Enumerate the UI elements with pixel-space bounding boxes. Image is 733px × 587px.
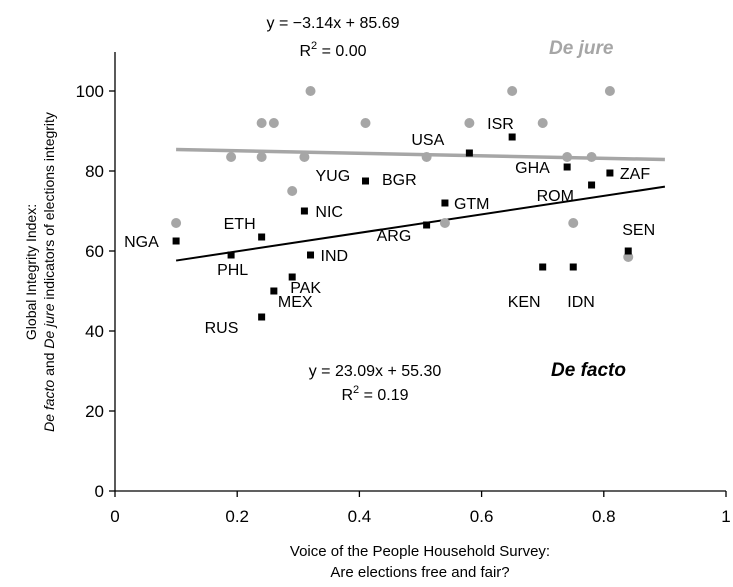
de-facto-trend-line — [175, 185, 666, 262]
de-facto-point — [606, 169, 614, 177]
trend-lines — [175, 147, 666, 262]
de-facto-point — [258, 313, 266, 321]
country-label-nic: NIC — [315, 204, 343, 221]
y-tick-label: 100 — [76, 82, 104, 101]
de-facto-r2-value: = 0.19 — [359, 387, 408, 404]
de-facto-point — [300, 207, 308, 215]
y-tick-label: 40 — [85, 322, 104, 341]
de-facto-point — [441, 199, 449, 207]
de-facto-point — [288, 273, 296, 281]
de-jure-r2-prefix: R — [299, 43, 311, 60]
x-tick-label: 1 — [721, 507, 730, 526]
y-axis-label-line1: Global Integrity Index: — [23, 204, 39, 340]
de-facto-point — [258, 233, 266, 241]
country-label-usa: USA — [411, 132, 444, 149]
de-facto-r2-prefix: R — [341, 387, 353, 404]
country-label-mex: MEX — [278, 294, 313, 311]
y-axis-label-rest: indicators of elections integrity — [41, 112, 57, 303]
de-jure-r2-sup: 2 — [311, 40, 317, 52]
country-label-rom: ROM — [537, 188, 574, 205]
y-ticks: 0 20 40 60 80 100 — [76, 82, 115, 501]
y-axis-label-and: and — [41, 349, 57, 380]
de-facto-point — [227, 251, 235, 259]
de-facto-point — [508, 133, 516, 141]
de-jure-point — [256, 118, 267, 128]
y-tick-label: 60 — [85, 242, 104, 261]
de-jure-point — [562, 152, 573, 162]
de-jure-point — [268, 118, 279, 128]
country-label-arg: ARG — [377, 228, 412, 245]
y-axis-label-defacto: De facto — [41, 380, 57, 432]
y-tick-label: 80 — [85, 162, 104, 181]
de-facto-point — [563, 163, 571, 171]
de-jure-point — [226, 152, 237, 162]
de-jure-point — [360, 118, 371, 128]
de-jure-point — [256, 152, 267, 162]
de-jure-series-label: De jure — [549, 38, 614, 59]
de-jure-point — [568, 218, 579, 228]
de-facto-point — [307, 251, 315, 259]
y-tick-label: 20 — [85, 402, 104, 421]
country-label-gha: GHA — [515, 160, 550, 177]
country-label-sen: SEN — [622, 222, 655, 239]
country-label-yug: YUG — [316, 168, 351, 185]
de-facto-point — [362, 177, 370, 185]
country-label-isr: ISR — [487, 116, 514, 133]
de-facto-point — [624, 247, 632, 255]
country-label-nga: NGA — [124, 234, 159, 251]
y-axis-label: Global Integrity Index: De facto and De … — [23, 112, 57, 432]
country-label-eth: ETH — [224, 216, 256, 233]
de-facto-point — [569, 263, 577, 271]
de-facto-point — [270, 287, 278, 295]
x-tick-label: 0.6 — [470, 507, 494, 526]
x-tick-label: 0.8 — [592, 507, 616, 526]
x-tick-label: 0 — [110, 507, 119, 526]
x-tick-label: 0.2 — [225, 507, 249, 526]
de-jure-point — [586, 152, 597, 162]
y-axis-label-dejure: De jure — [41, 303, 57, 348]
de-facto-point — [423, 221, 431, 229]
country-label-pak: PAK — [290, 280, 321, 297]
de-jure-trend-line — [176, 147, 665, 162]
de-jure-r-squared: R2 = 0.00 — [299, 40, 366, 60]
de-jure-point — [421, 152, 432, 162]
country-label-phl: PHL — [217, 262, 248, 279]
de-jure-equation: y = −3.14x + 85.69 — [267, 15, 400, 32]
country-label-rus: RUS — [205, 320, 239, 337]
de-facto-point — [465, 149, 473, 157]
x-tick-label: 0.4 — [348, 507, 372, 526]
de-jure-r2-value: = 0.00 — [317, 43, 366, 60]
y-axis-label-line2: De facto and De jure indicators of elect… — [41, 112, 57, 432]
de-facto-series-label: De facto — [551, 360, 626, 381]
de-facto-r-squared: R2 = 0.19 — [341, 384, 408, 404]
de-jure-point — [171, 218, 182, 228]
country-label-idn: IDN — [567, 294, 595, 311]
country-label-gtm: GTM — [454, 196, 490, 213]
de-facto-points — [172, 133, 632, 321]
country-label-ind: IND — [321, 248, 349, 265]
de-facto-point — [172, 237, 180, 245]
x-axis-label-line1: Voice of the People Household Survey: — [290, 543, 550, 560]
de-facto-equation: y = 23.09x + 55.30 — [309, 363, 442, 380]
de-jure-point — [507, 86, 518, 96]
x-ticks: 0 0.2 0.4 0.6 0.8 1 — [110, 491, 731, 526]
de-jure-point — [537, 118, 548, 128]
de-facto-r2-sup: 2 — [353, 384, 359, 396]
y-tick-label: 0 — [95, 482, 104, 501]
country-label-bgr: BGR — [382, 172, 417, 189]
de-jure-point — [299, 152, 310, 162]
de-jure-point — [439, 218, 450, 228]
de-facto-point — [539, 263, 547, 271]
country-label-ken: KEN — [508, 294, 541, 311]
de-jure-point — [604, 86, 615, 96]
de-jure-point — [305, 86, 316, 96]
country-label-zaf: ZAF — [620, 166, 650, 183]
x-axis-label-line2: Are elections free and fair? — [330, 564, 509, 581]
de-jure-point — [464, 118, 475, 128]
de-facto-point — [588, 181, 596, 189]
de-jure-point — [287, 186, 298, 196]
